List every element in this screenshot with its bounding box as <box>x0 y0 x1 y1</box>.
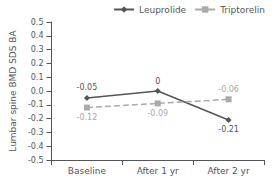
svg-text:0.1: 0.1 <box>31 73 44 82</box>
svg-text:-0.4: -0.4 <box>28 142 44 151</box>
svg-text:Lumbar spine BMD SDS BA: Lumbar spine BMD SDS BA <box>8 29 18 151</box>
svg-text:Triptorelin: Triptorelin <box>219 5 265 15</box>
svg-text:After 1 yr: After 1 yr <box>137 166 179 176</box>
svg-text:0.2: 0.2 <box>31 59 44 68</box>
svg-text:Baseline: Baseline <box>68 166 107 176</box>
svg-text:-0.3: -0.3 <box>28 128 44 137</box>
svg-text:Leuprolide: Leuprolide <box>139 5 187 15</box>
svg-text:-0.05: -0.05 <box>77 83 98 92</box>
svg-text:-0.2: -0.2 <box>28 114 44 123</box>
svg-text:-0.06: -0.06 <box>218 85 239 94</box>
svg-text:0.5: 0.5 <box>31 18 44 27</box>
svg-text:0.0: 0.0 <box>31 87 44 96</box>
svg-text:-0.12: -0.12 <box>77 113 98 122</box>
svg-text:0: 0 <box>155 77 160 86</box>
svg-text:-0.1: -0.1 <box>28 100 44 109</box>
svg-text:0.4: 0.4 <box>31 31 44 40</box>
svg-text:-0.09: -0.09 <box>147 109 168 118</box>
svg-text:-0.21: -0.21 <box>218 125 239 134</box>
svg-text:-0.5: -0.5 <box>28 156 44 165</box>
svg-text:0.3: 0.3 <box>31 45 44 54</box>
svg-text:After 2 yr: After 2 yr <box>208 166 250 176</box>
